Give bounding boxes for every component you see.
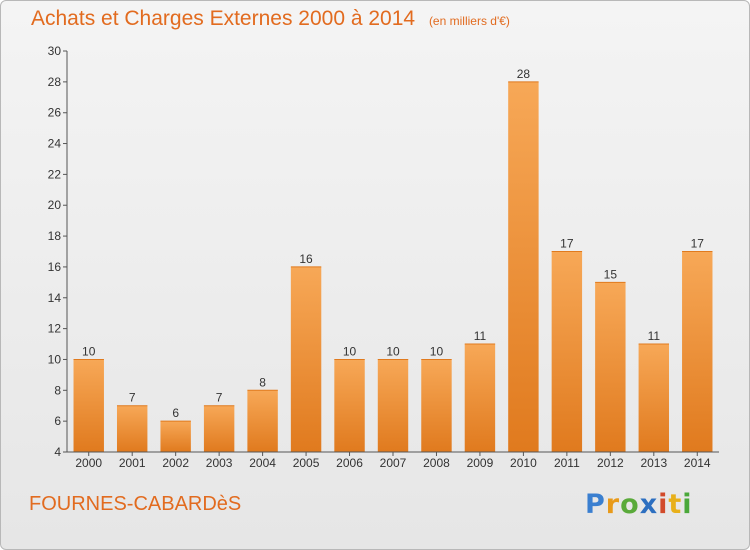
bar-value-label: 7	[216, 391, 223, 405]
bar-value-label: 28	[517, 67, 531, 81]
y-tick-label: 24	[48, 137, 62, 151]
x-tick-label: 2001	[119, 456, 146, 470]
x-tick-label: 2004	[249, 456, 276, 470]
y-tick-label: 16	[48, 260, 62, 274]
bar-value-label: 6	[172, 406, 179, 420]
y-tick-label: 10	[48, 352, 62, 366]
x-tick-label: 2012	[597, 456, 624, 470]
bar	[421, 359, 452, 452]
bar	[682, 251, 713, 452]
x-tick-label: 2014	[684, 456, 711, 470]
y-tick-label: 14	[48, 291, 62, 305]
y-tick-label: 8	[54, 383, 61, 397]
x-axis: 2000 2001 2002 2003 2004 2005 2006 2007 2008 2009…	[67, 451, 719, 470]
x-tick-label: 2013	[640, 456, 667, 470]
bar-value-label: 10	[386, 344, 400, 358]
bar	[334, 359, 365, 452]
x-tick-label: 2009	[467, 456, 494, 470]
bar-value-label: 11	[648, 329, 661, 343]
chart-title: Achats et Charges Externes 2000 à 2014 (…	[31, 7, 510, 31]
bar	[290, 266, 322, 452]
x-tick-label: 2007	[380, 456, 407, 470]
y-axis: 4 6 8 10 12 14 16 18 20 22 24 26 28 30	[48, 44, 68, 459]
x-tick-label: 2011	[554, 456, 580, 470]
bar	[247, 390, 278, 452]
bar-value-label: 11	[474, 329, 487, 343]
y-tick-label: 28	[48, 75, 62, 89]
bar	[551, 251, 583, 452]
logo-letter: i	[658, 489, 669, 520]
bar	[377, 359, 409, 452]
x-tick-label: 2008	[423, 456, 450, 470]
bar-value-label: 7	[129, 391, 136, 405]
bar	[638, 344, 670, 452]
logo-letter: o	[620, 489, 640, 520]
bar-value-label: 10	[82, 344, 96, 358]
bar	[203, 405, 235, 452]
x-tick-label: 2010	[510, 456, 537, 470]
logo-letter: i	[682, 489, 693, 520]
bar	[464, 344, 496, 452]
x-tick-label: 2005	[293, 456, 320, 470]
proxiti-logo: Proxiti	[585, 489, 693, 520]
y-tick-label: 20	[48, 198, 62, 212]
bar	[595, 282, 626, 452]
chart-title-text: Achats et Charges Externes 2000 à 2014	[31, 7, 416, 30]
bar-value-label: 17	[691, 237, 705, 251]
bar	[160, 421, 191, 452]
bars-group: 10 7 6 7 8 16 10 10 10 11 28 17 15 11 17	[73, 67, 713, 452]
bar	[73, 359, 104, 452]
logo-letter: t	[668, 489, 683, 520]
bar	[116, 405, 148, 452]
y-tick-label: 4	[54, 445, 61, 459]
x-tick-label: 2002	[162, 456, 189, 470]
logo-letter: r	[605, 489, 621, 520]
bar-value-label: 16	[299, 252, 313, 266]
y-tick-label: 6	[54, 414, 61, 428]
x-tick-label: 2006	[336, 456, 363, 470]
bar-value-label: 10	[343, 344, 357, 358]
chart-unit-label: (en milliers d'€)	[428, 14, 510, 28]
logo-letter: x	[639, 489, 659, 520]
y-tick-label: 18	[48, 229, 62, 243]
bar-value-label: 15	[604, 267, 618, 281]
commune-name: FOURNES-CABARDèS	[29, 493, 242, 515]
logo-letter: P	[585, 489, 606, 520]
bar-value-label: 10	[430, 344, 444, 358]
bar-value-label: 8	[259, 375, 266, 389]
bar-value-label: 17	[560, 237, 574, 251]
y-tick-label: 30	[48, 44, 62, 58]
y-tick-label: 12	[48, 322, 62, 336]
bar	[508, 81, 539, 452]
y-tick-label: 26	[48, 106, 62, 120]
x-tick-label: 2003	[206, 456, 233, 470]
y-tick-label: 22	[48, 167, 62, 181]
x-tick-label: 2000	[75, 456, 102, 470]
